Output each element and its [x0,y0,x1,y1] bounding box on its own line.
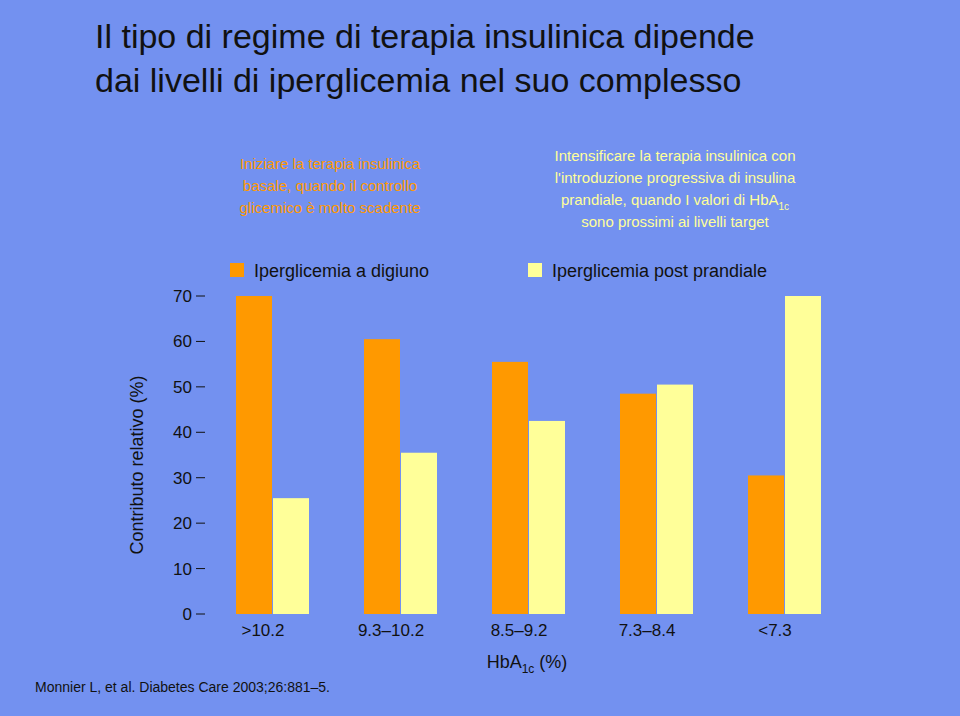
bar [492,362,528,614]
y-tick-label: 50 [173,378,192,397]
source: Monnier L, et al. Diabetes Care 2003;26:… [35,679,330,695]
x-tick-label: >10.2 [241,621,284,640]
annotation: glicemico è molto scadente [240,199,421,216]
annotation: l'introduzione progressiva di insulina [555,169,796,186]
y-tick-label: 40 [173,423,192,442]
annotation: prandiale, quando I valori di HbA1c [561,191,789,212]
y-tick [196,341,205,342]
title: Il tipo di regime di terapia insulinica … [95,17,755,55]
y-tick [196,386,205,387]
annotation: Iniziare la terapia insulinica [240,155,421,172]
annotation: Intensificare la terapia insulinica con [555,147,796,164]
y-tick-label: 30 [173,469,192,488]
y-tick-label: 10 [173,560,192,579]
y-tick-label: 60 [173,332,192,351]
bar [236,296,272,614]
legend-label: Iperglicemia a digiuno [254,261,429,281]
y-tick [196,477,205,478]
legend-label: Iperglicemia post prandiale [552,261,767,281]
legend-swatch [230,263,244,277]
y-tick-label: 70 [173,287,192,306]
bar [529,421,565,614]
bar [364,339,400,614]
y-tick-label: 0 [183,605,192,624]
background [0,0,960,716]
bar [620,394,656,614]
bars [236,296,821,614]
x-tick-label: 9.3–10.2 [358,621,424,640]
y-tick [196,523,205,524]
chart: Il tipo di regime di terapia insulinica … [0,0,960,716]
title: dai livelli di iperglicemia nel suo comp… [95,61,741,99]
x-axis-label: HbA1c (%) [487,652,568,676]
annotation: basale, quando il controllo [243,177,417,194]
y-tick [196,296,205,297]
y-tick [196,614,205,615]
bar [273,498,309,614]
x-tick-label: <7.3 [758,621,792,640]
bar [748,475,784,614]
x-tick-label: 8.5–9.2 [491,621,548,640]
y-axis-label: Contributo relativo (%) [127,375,147,554]
bar [785,296,821,614]
legend-swatch [528,263,542,277]
annotation: sono prossimi ai livelli target [581,213,769,230]
bar [401,453,437,614]
bar [657,385,693,614]
y-tick [196,568,205,569]
y-tick-label: 20 [173,514,192,533]
y-tick [196,432,205,433]
x-tick-label: 7.3–8.4 [619,621,676,640]
